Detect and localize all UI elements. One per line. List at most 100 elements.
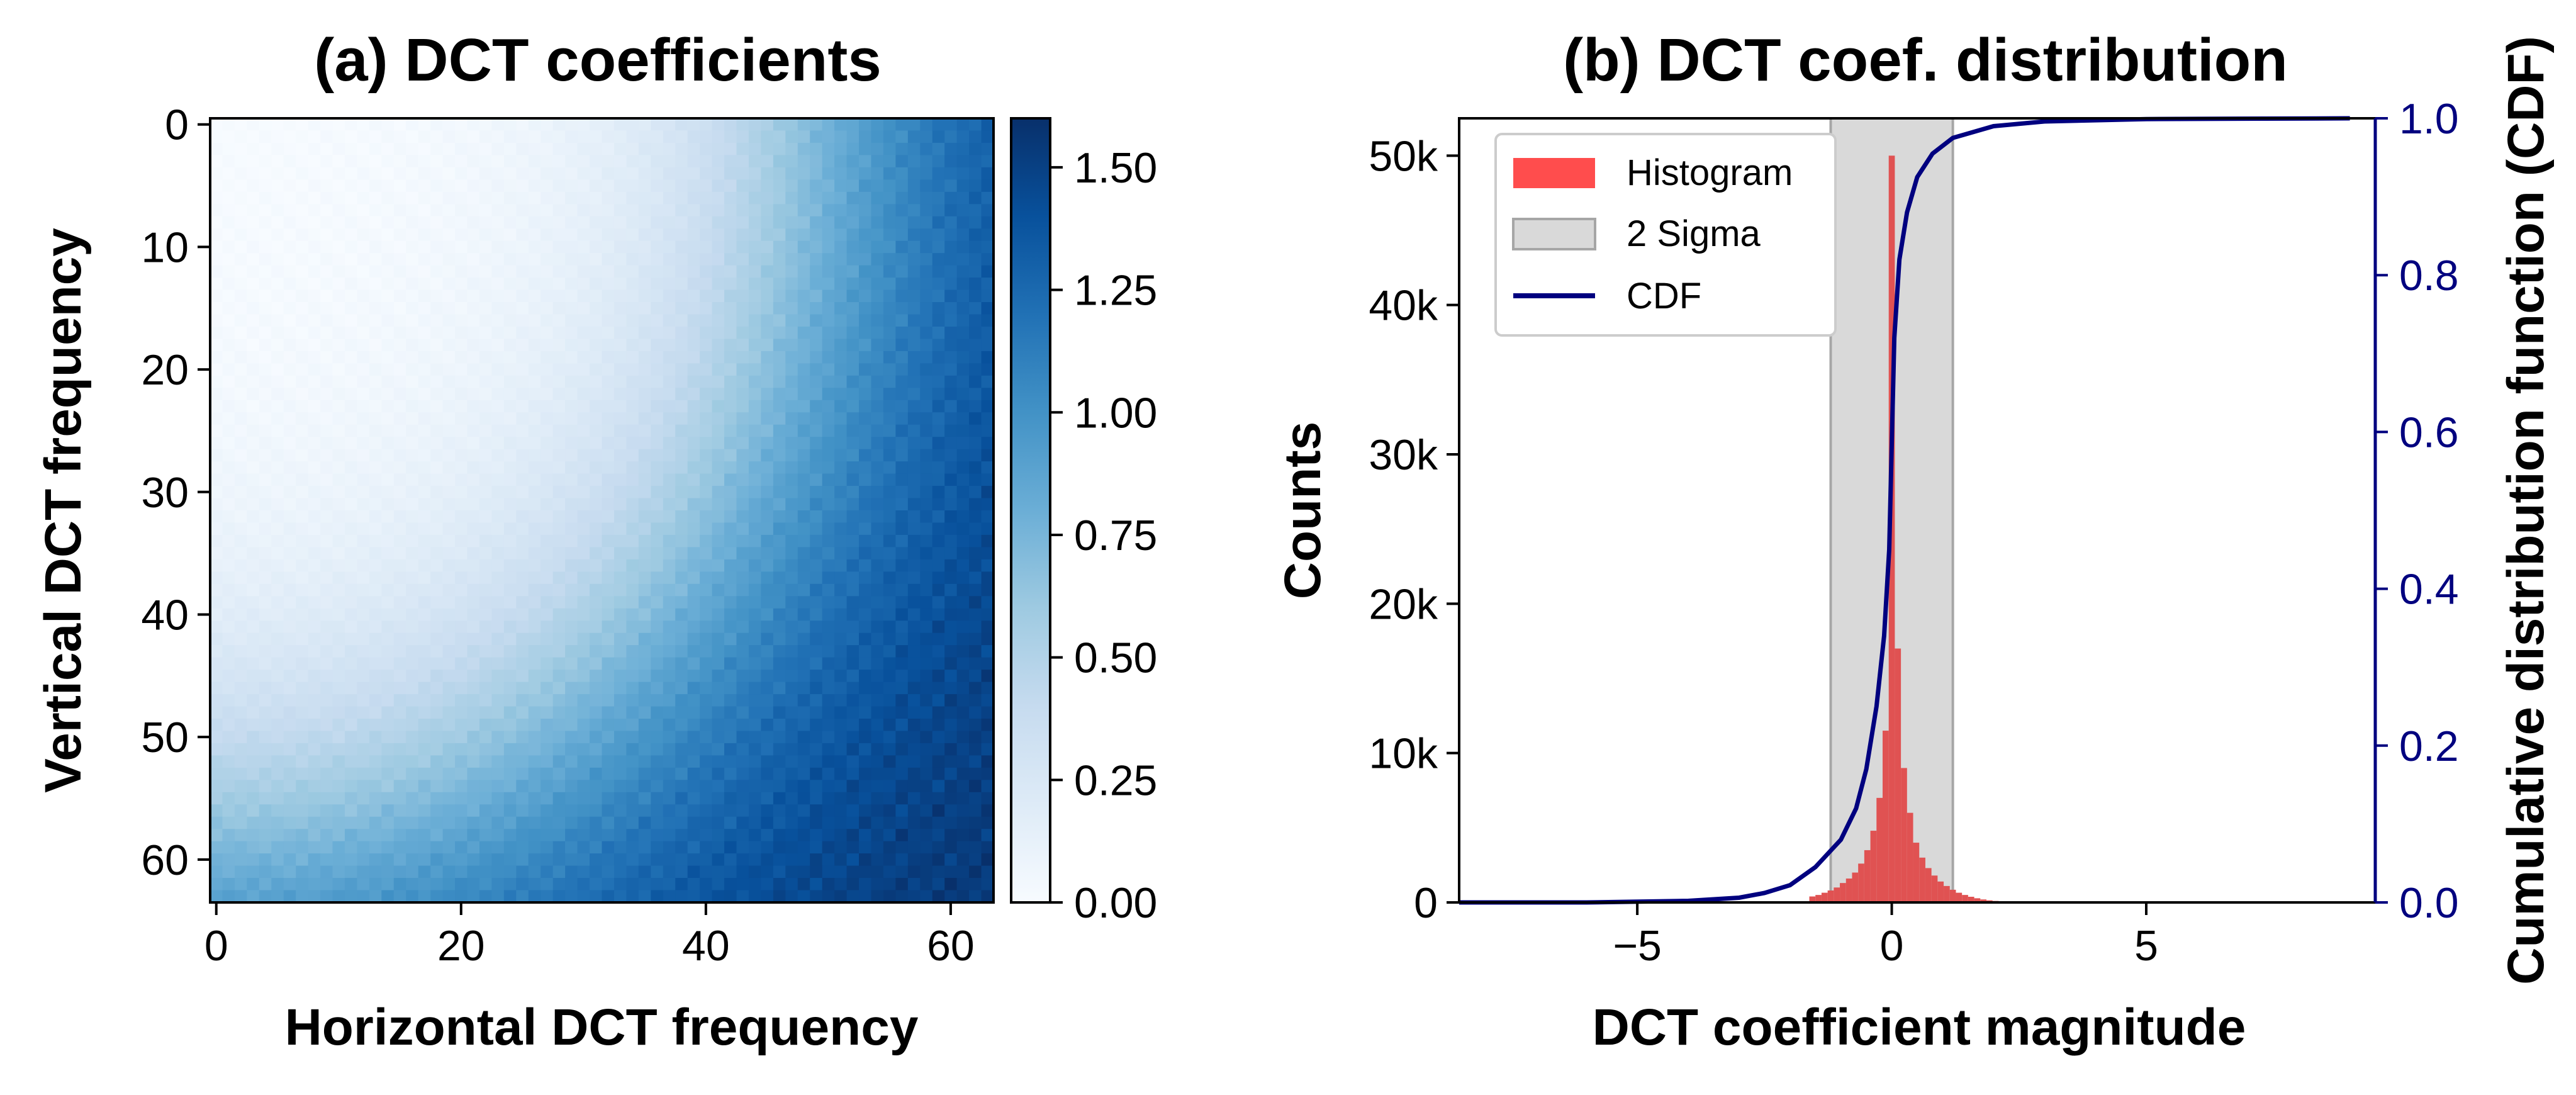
heatmap-cell — [296, 265, 309, 278]
heatmap-cell — [491, 179, 505, 193]
heatmap-cell — [932, 853, 945, 867]
heatmap-cell — [822, 583, 835, 597]
heatmap-cell — [956, 204, 970, 217]
heatmap-cell — [467, 632, 480, 646]
heatmap-cell — [418, 461, 431, 474]
heatmap-cell — [638, 351, 651, 364]
heatmap-cell — [344, 670, 358, 683]
heatmap-cell — [234, 278, 247, 291]
heatmap-cell — [210, 240, 223, 254]
heatmap-cell — [210, 780, 223, 793]
heatmap-cell — [590, 718, 603, 732]
heatmap-cell — [552, 240, 566, 254]
heatmap-cell — [247, 706, 260, 719]
heatmap-cell — [406, 632, 419, 646]
heatmap-cell — [418, 534, 431, 548]
heatmap-cell — [712, 314, 725, 327]
heatmap-cell — [369, 216, 382, 229]
heatmap-cell — [651, 130, 664, 143]
heatmap-cell — [271, 498, 284, 511]
heatmap-cell — [565, 890, 578, 903]
heatmap-cell — [944, 278, 958, 291]
heatmap-cell — [761, 878, 774, 891]
heatmap-cell — [430, 155, 444, 168]
heatmap-cell — [907, 694, 921, 707]
heatmap-cell — [357, 865, 370, 879]
heatmap-cell — [907, 670, 921, 683]
heatmap-cell — [234, 657, 247, 670]
heatmap-cell — [981, 326, 994, 340]
heatmap-cell — [332, 865, 345, 879]
heatmap-cell — [944, 130, 958, 143]
heatmap-cell — [761, 670, 774, 683]
legend-swatch-sigma — [1512, 218, 1596, 250]
heatmap-cell — [528, 645, 541, 658]
heatmap-cell — [406, 375, 419, 388]
heatmap-cell — [210, 547, 223, 560]
heatmap-cell — [724, 865, 737, 879]
heatmap-cell — [406, 767, 419, 780]
heatmap-cell — [687, 571, 700, 585]
heatmap-cell — [455, 632, 468, 646]
heatmap-cell — [626, 253, 639, 266]
heatmap-cell — [712, 731, 725, 744]
heatmap-cell — [895, 228, 909, 242]
heatmap-cell — [357, 142, 370, 156]
heatmap-cell — [871, 731, 884, 744]
heatmap-cell — [393, 240, 406, 254]
heatmap-cell — [675, 780, 688, 793]
heatmap-y-tick-label: 60 — [141, 836, 189, 884]
heatmap-cell — [736, 841, 749, 854]
heatmap-cell — [944, 302, 958, 315]
heatmap-cell — [406, 130, 419, 143]
heatmap-cell — [418, 645, 431, 658]
heatmap-cell — [332, 363, 345, 376]
heatmap-cell — [357, 167, 370, 180]
heatmap-cell — [932, 841, 945, 854]
heatmap-cell — [540, 792, 554, 805]
heatmap-cell — [503, 706, 517, 719]
heatmap-cell — [430, 645, 444, 658]
heatmap-cell — [736, 755, 749, 768]
heatmap-cell — [871, 780, 884, 793]
heatmap-cell — [418, 449, 431, 462]
heatmap-cell — [393, 204, 406, 217]
heatmap-cell — [442, 670, 456, 683]
heatmap-cell — [565, 657, 578, 670]
heatmap-cell — [320, 559, 333, 572]
heatmap-cell — [393, 424, 406, 437]
heatmap-cell — [491, 191, 505, 205]
heatmap-cell — [381, 804, 395, 817]
heatmap-cell — [210, 534, 223, 548]
heatmap-cell — [822, 498, 835, 511]
heatmap-cell — [344, 608, 358, 621]
heatmap-cell — [590, 878, 603, 891]
heatmap-cell — [393, 596, 406, 609]
heatmap-cell — [944, 253, 958, 266]
heatmap-cell — [736, 339, 749, 352]
heatmap-cell — [602, 510, 615, 524]
heatmap-cell — [430, 767, 444, 780]
heatmap-cell — [981, 596, 994, 609]
heatmap-cell — [700, 571, 713, 585]
heatmap-cell — [932, 216, 945, 229]
heatmap-cell — [663, 118, 676, 132]
heatmap-cell — [700, 694, 713, 707]
heatmap-cell — [822, 718, 835, 732]
heatmap-cell — [442, 804, 456, 817]
heatmap-cell — [283, 253, 296, 266]
heatmap-cell — [357, 412, 370, 425]
heatmap-cell — [602, 632, 615, 646]
heatmap-cell — [907, 424, 921, 437]
heatmap-cell — [846, 608, 860, 621]
heatmap-cell — [455, 670, 468, 683]
heatmap-cell — [320, 191, 333, 205]
heatmap-cell — [651, 400, 664, 413]
heatmap-cell — [797, 682, 810, 695]
heatmap-cell — [369, 620, 382, 634]
heatmap-cell — [736, 522, 749, 536]
heatmap-cell — [675, 400, 688, 413]
heatmap-cell — [920, 314, 933, 327]
heatmap-cell — [296, 792, 309, 805]
heatmap-cell — [846, 571, 860, 585]
